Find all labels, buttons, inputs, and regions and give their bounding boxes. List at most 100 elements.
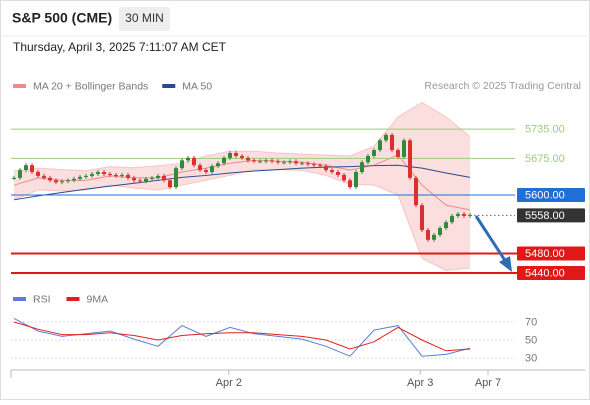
candle (282, 162, 286, 164)
candle (36, 172, 40, 176)
legend-swatch (162, 84, 176, 88)
candle (312, 164, 316, 166)
candle (60, 181, 64, 183)
candle (240, 155, 244, 158)
candle (300, 163, 304, 165)
candle (378, 140, 382, 151)
candle (264, 160, 268, 162)
candle (108, 173, 112, 175)
candle (384, 134, 388, 141)
arrow-shaft (474, 215, 508, 263)
legend-swatch (66, 297, 80, 301)
legend-swatch (13, 84, 26, 88)
level-label: 5480.00 (525, 248, 565, 260)
candle (276, 161, 280, 163)
candle (54, 180, 58, 183)
candle (438, 228, 442, 235)
candle (228, 153, 232, 158)
legend-swatch (13, 297, 26, 301)
candle (252, 160, 256, 162)
candle (222, 157, 226, 164)
candle (462, 213, 466, 216)
candle (126, 174, 130, 178)
candle (114, 174, 118, 176)
candle (444, 222, 448, 229)
forecast-arrow (474, 215, 512, 272)
candle (294, 161, 298, 164)
candle (204, 170, 208, 173)
candle (186, 157, 190, 161)
candle (144, 178, 148, 182)
candle (66, 180, 70, 182)
candle (132, 177, 136, 181)
candle (420, 205, 424, 231)
candle (414, 177, 418, 206)
timestamp: Thursday, April 3, 2025 7:11:07 AM CET (13, 40, 227, 54)
level-box (517, 208, 585, 223)
candle (180, 160, 184, 169)
x-tick-label: Apr 2 (216, 377, 242, 389)
legend-label: MA 20 + Bollinger Bands (33, 80, 148, 92)
y-tick-label: 30 (525, 352, 537, 364)
candle (96, 172, 100, 174)
candle (150, 177, 154, 179)
candle (396, 150, 400, 157)
candle (330, 170, 334, 173)
legend-label: RSI (33, 293, 51, 305)
candle (234, 153, 238, 156)
candle (318, 165, 322, 167)
candle (192, 157, 196, 166)
candle (198, 165, 202, 171)
y-tick-label: 70 (525, 316, 537, 328)
candle (120, 174, 124, 176)
x-tick-label: Apr 7 (475, 377, 501, 389)
candle (90, 173, 94, 176)
level-box (517, 187, 585, 202)
arrow-head (499, 256, 512, 272)
level-box (517, 246, 585, 261)
candle (168, 180, 172, 188)
y-tick-label: 50 (525, 334, 537, 346)
legend-label: MA 50 (182, 80, 212, 92)
candle (408, 140, 412, 178)
rsi-line (13, 317, 471, 357)
candle (456, 213, 460, 216)
level-box (517, 265, 585, 280)
symbol: S&P 500 (CME) (12, 10, 112, 26)
interval[interactable]: 30 MIN (125, 11, 164, 25)
candle (162, 175, 166, 181)
candle (288, 161, 292, 163)
credit: Research © 2025 Trading Central (424, 80, 581, 92)
candle (390, 134, 394, 151)
candle (348, 180, 352, 188)
candle (138, 180, 142, 182)
candle (372, 150, 376, 156)
candle (24, 165, 28, 171)
level-label: 5600.00 (525, 189, 565, 201)
candle (156, 175, 160, 178)
candle (354, 172, 358, 188)
candle (30, 165, 34, 173)
candle (48, 177, 52, 181)
moving-average (13, 164, 471, 201)
candle (12, 177, 16, 179)
candle (432, 234, 436, 240)
interval-button[interactable] (119, 7, 170, 31)
candle (342, 174, 346, 181)
bollinger-upper (13, 101, 471, 172)
x-tick-label: Apr 3 (407, 377, 433, 389)
candle (366, 155, 370, 163)
candle (102, 172, 106, 174)
candle (360, 162, 364, 173)
candle (174, 168, 178, 188)
candle (210, 166, 214, 173)
level-label: 5440.00 (525, 267, 565, 279)
candle (426, 230, 430, 240)
candle (84, 175, 88, 177)
candle (270, 160, 274, 162)
candle (306, 163, 310, 165)
candle (336, 172, 340, 175)
level-label: 5735.00 (525, 124, 565, 136)
